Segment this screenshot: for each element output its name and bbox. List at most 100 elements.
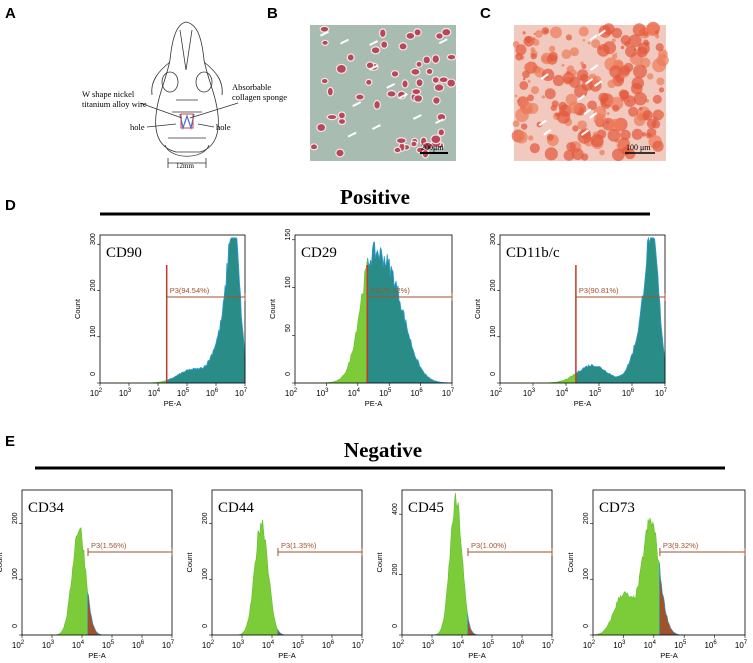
y-tick-label: 150 [285,229,292,241]
stain-spot [644,41,650,47]
stain-spot [655,30,659,34]
histogram-positive [277,628,362,636]
stain-spot [620,129,631,141]
stain-spot [567,65,575,72]
panel-label: C [480,5,491,22]
stain-spot [587,41,591,45]
stain-spot [550,26,562,39]
tick-base: 10 [589,389,598,398]
x-tick-label: 104 [262,640,275,650]
arrow [583,108,592,116]
cell [355,93,365,101]
x-tick-label: 106 [410,388,423,398]
cell [326,113,338,121]
marker-name: CD29 [301,245,337,261]
scale-label: 200μm [421,143,444,152]
y-tick-label: 300 [90,233,97,245]
stain-spot [512,120,520,128]
stain-spot [611,27,623,39]
y-tick-label: 0 [202,624,209,628]
stain-spot [532,39,540,46]
arrow [352,101,362,108]
tick-exponent: 4 [357,388,361,394]
annotation: titanium alloy wire [82,99,147,109]
stain-spot [615,52,618,55]
y-tick-label: 0 [12,624,19,628]
stain-spot [580,61,584,66]
tick-base: 10 [556,389,565,398]
cell [398,42,408,51]
annotation: Absorbable [232,82,271,92]
cell [425,67,434,76]
stain-spot [577,129,592,144]
x-tick-label: 102 [90,388,103,398]
x-tick-label: 105 [102,640,115,650]
y-tick-label: 200 [90,279,97,291]
cell [413,28,422,37]
stain-spot [628,106,639,117]
x-tick-label: 105 [292,640,305,650]
y-tick-label: 200 [202,512,209,524]
y-tick-label: 100 [490,326,497,338]
stain-spot [643,31,649,37]
arrow [438,38,448,45]
x-tick-label: 105 [379,388,392,398]
cell [431,76,440,84]
cell [309,143,319,151]
stain-spot [641,132,647,137]
arrow [580,129,590,136]
stain-spot [515,131,528,144]
x-tick-label: 102 [285,388,298,398]
plot-frame [99,234,246,384]
x-tick-label: 103 [422,640,435,650]
skull-drawing [139,21,239,168]
arrow [589,112,598,119]
x-tick-label: 102 [583,640,596,650]
tick-base: 10 [482,641,491,650]
y-axis-label: Count [566,552,575,573]
marker-name: CD44 [218,500,254,516]
section-title: Positive [340,185,410,209]
stain-spot [581,63,587,69]
tick-base: 10 [90,389,99,398]
stain-spot [563,150,575,161]
tick-exponent: 3 [51,640,55,646]
tick-base: 10 [316,389,325,398]
y-tick-label: 200 [583,512,590,524]
stain-spot [565,34,573,41]
tick-base: 10 [202,641,211,650]
stain-spot [561,63,565,67]
tick-base: 10 [119,389,128,398]
stain-spot [646,73,654,80]
x-axis-label: PE-A [660,651,678,660]
panel-a-annotations: W shape nickel titanium alloy wire Absor… [82,82,287,170]
stain-spot [571,148,584,161]
stain-spot [543,29,548,34]
stain-spot [522,77,526,81]
x-tick-label: 106 [704,640,717,650]
y-tick-label: 300 [490,233,497,245]
y-tick-label: 0 [285,372,292,376]
gate-label: P3(75.12%) [370,286,410,295]
stain-spot [620,65,631,76]
arrow [340,38,349,45]
tick-exponent: 5 [301,640,305,646]
tick-exponent: 6 [141,640,145,646]
cell [320,77,329,85]
stain-spot [628,34,642,48]
tick-base: 10 [490,389,499,398]
tick-exponent: 3 [622,640,626,646]
cell [346,53,355,62]
cell [446,78,457,88]
cell-dots [309,25,457,159]
cell [410,140,418,148]
tick-exponent: 7 [551,640,555,646]
x-axis-label: PE-A [574,399,592,408]
stain-spot [656,110,665,119]
y-tick-label: 200 [490,279,497,291]
x-tick-label: 106 [322,640,335,650]
histogram-negative [592,517,661,636]
cell [405,31,416,40]
